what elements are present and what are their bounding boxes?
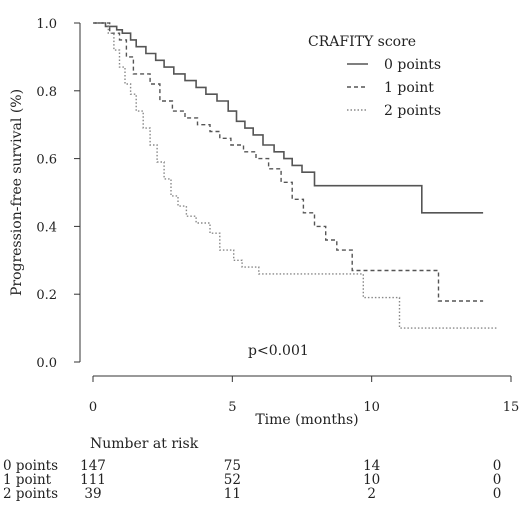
legend-label: 0 points	[384, 57, 441, 73]
risk-row-label: 1 point	[3, 472, 52, 488]
x-tick-label: 15	[503, 400, 520, 415]
risk-count: 10	[363, 472, 380, 488]
risk-count: 0	[493, 472, 502, 488]
axes: 0 5 10 15 Time (months) 0.0 0.2 0.4 0.6 0.8 1.0 Pro…	[9, 17, 519, 428]
legend-label: 1 point	[384, 80, 434, 96]
survival-curves	[93, 22, 498, 329]
legend-title: CRAFITY score	[308, 34, 416, 50]
x-tick-label: 5	[228, 400, 236, 415]
risk-count: 0	[493, 458, 502, 474]
risk-row-label: 2 points	[3, 486, 58, 502]
legend: CRAFITY score 0 points 1 point 2 points	[308, 34, 441, 119]
x-tick-label: 0	[89, 400, 97, 415]
y-tick-label: 0.2	[36, 288, 57, 303]
curve-0-points	[93, 22, 484, 214]
y-tick-label: 0.8	[36, 85, 57, 100]
risk-count: 147	[80, 458, 106, 474]
x-tick-label: 10	[363, 400, 380, 415]
y-tick-label: 0.0	[36, 356, 57, 371]
y-tick-label: 0.6	[36, 153, 57, 168]
risk-count: 75	[224, 458, 241, 474]
y-tick-label: 1.0	[36, 17, 57, 32]
x-axis-label: Time (months)	[255, 412, 358, 428]
curve-2-points	[93, 22, 498, 329]
risk-table-title: Number at risk	[90, 436, 199, 452]
risk-count: 2	[367, 486, 376, 502]
risk-count: 0	[493, 486, 502, 502]
y-axis-label: Progression-free survival (%)	[9, 89, 25, 296]
risk-count: 14	[363, 458, 380, 474]
y-tick-label: 0.4	[36, 220, 57, 235]
legend-label: 2 points	[384, 103, 441, 119]
risk-count: 39	[84, 486, 101, 502]
risk-count: 11	[224, 486, 241, 502]
risk-count: 52	[224, 472, 241, 488]
risk-row-label: 0 points	[3, 458, 58, 474]
risk-count: 111	[80, 472, 106, 488]
p-value-annotation: p<0.001	[248, 343, 309, 359]
